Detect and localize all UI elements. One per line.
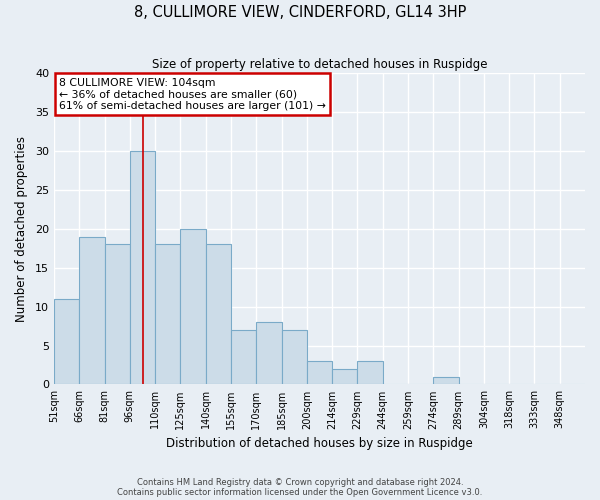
Bar (206, 244, 231, 384)
Bar (358, 361, 383, 384)
Title: Size of property relative to detached houses in Ruspidge: Size of property relative to detached ho… (152, 58, 487, 70)
Bar (433, 376, 458, 384)
Bar (181, 228, 206, 384)
Bar (256, 322, 281, 384)
Bar (281, 330, 307, 384)
Text: 8, CULLIMORE VIEW, CINDERFORD, GL14 3HP: 8, CULLIMORE VIEW, CINDERFORD, GL14 3HP (134, 5, 466, 20)
Y-axis label: Number of detached properties: Number of detached properties (15, 136, 28, 322)
Bar (155, 244, 181, 384)
Bar (79, 236, 104, 384)
Bar (231, 330, 256, 384)
Bar (54, 299, 79, 384)
X-axis label: Distribution of detached houses by size in Ruspidge: Distribution of detached houses by size … (166, 437, 473, 450)
Text: 8 CULLIMORE VIEW: 104sqm
← 36% of detached houses are smaller (60)
61% of semi-d: 8 CULLIMORE VIEW: 104sqm ← 36% of detach… (59, 78, 326, 111)
Bar (307, 361, 332, 384)
Text: Contains HM Land Registry data © Crown copyright and database right 2024.
Contai: Contains HM Land Registry data © Crown c… (118, 478, 482, 497)
Bar (130, 151, 155, 384)
Bar (332, 369, 358, 384)
Bar (104, 244, 130, 384)
